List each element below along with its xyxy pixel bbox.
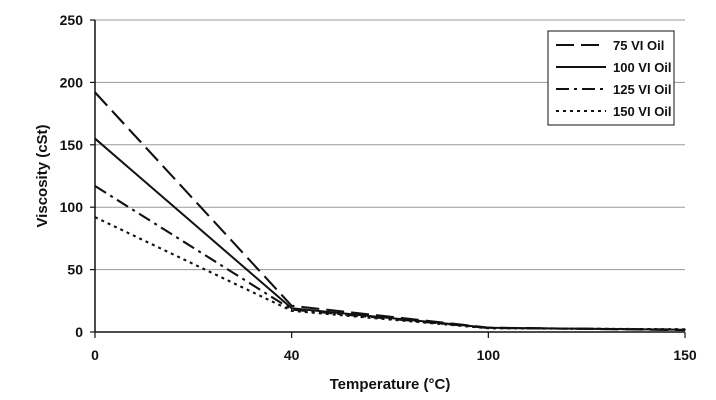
series-layer — [94, 91, 686, 332]
y-tick-label-50: 50 — [67, 262, 83, 278]
x-tick-label-100: 100 — [477, 347, 501, 363]
series-line-100-vi-oil — [94, 137, 686, 331]
axis-layer — [90, 19, 686, 338]
series-point-1-0 — [94, 137, 96, 140]
series-point-1-1 — [291, 307, 293, 309]
x-tick-label-150: 150 — [673, 347, 697, 363]
series-point-0-0 — [94, 91, 96, 93]
series-point-0-1 — [291, 305, 293, 307]
y-tick-label-150: 150 — [60, 137, 84, 153]
legend: 75 VI Oil 100 VI Oil 125 VI Oil 150 VI Oil — [547, 30, 675, 126]
series-point-3-3 — [684, 328, 686, 330]
x-tick-label-40: 40 — [284, 347, 300, 363]
y-tick-label-250: 250 — [60, 12, 84, 28]
series-point-2-0 — [94, 185, 96, 187]
legend-item-0: 75 VI Oil — [613, 38, 664, 53]
series-point-3-2 — [487, 327, 489, 329]
x-tick-label-0: 0 — [91, 347, 99, 363]
series-line-150-vi-oil — [94, 216, 686, 331]
label-layer: 0 50 100 150 200 250 0 40 100 150 Temperature (°C)… — [34, 12, 697, 393]
y-tick-label-0: 0 — [75, 324, 83, 340]
y-tick-label-100: 100 — [60, 199, 84, 215]
series-line-75-vi-oil — [94, 91, 686, 332]
legend-item-3: 150 VI Oil — [613, 104, 672, 119]
y-axis-label: Viscosity (cSt) — [34, 124, 51, 227]
series-point-3-0 — [94, 216, 96, 218]
legend-item-2: 125 VI Oil — [613, 82, 672, 97]
legend-item-1: 100 VI Oil — [613, 60, 672, 75]
x-axis-label: Temperature (°C) — [330, 376, 451, 393]
legend-box — [547, 30, 675, 126]
y-tick-label-200: 200 — [60, 74, 84, 90]
series-point-3-1 — [291, 310, 293, 312]
